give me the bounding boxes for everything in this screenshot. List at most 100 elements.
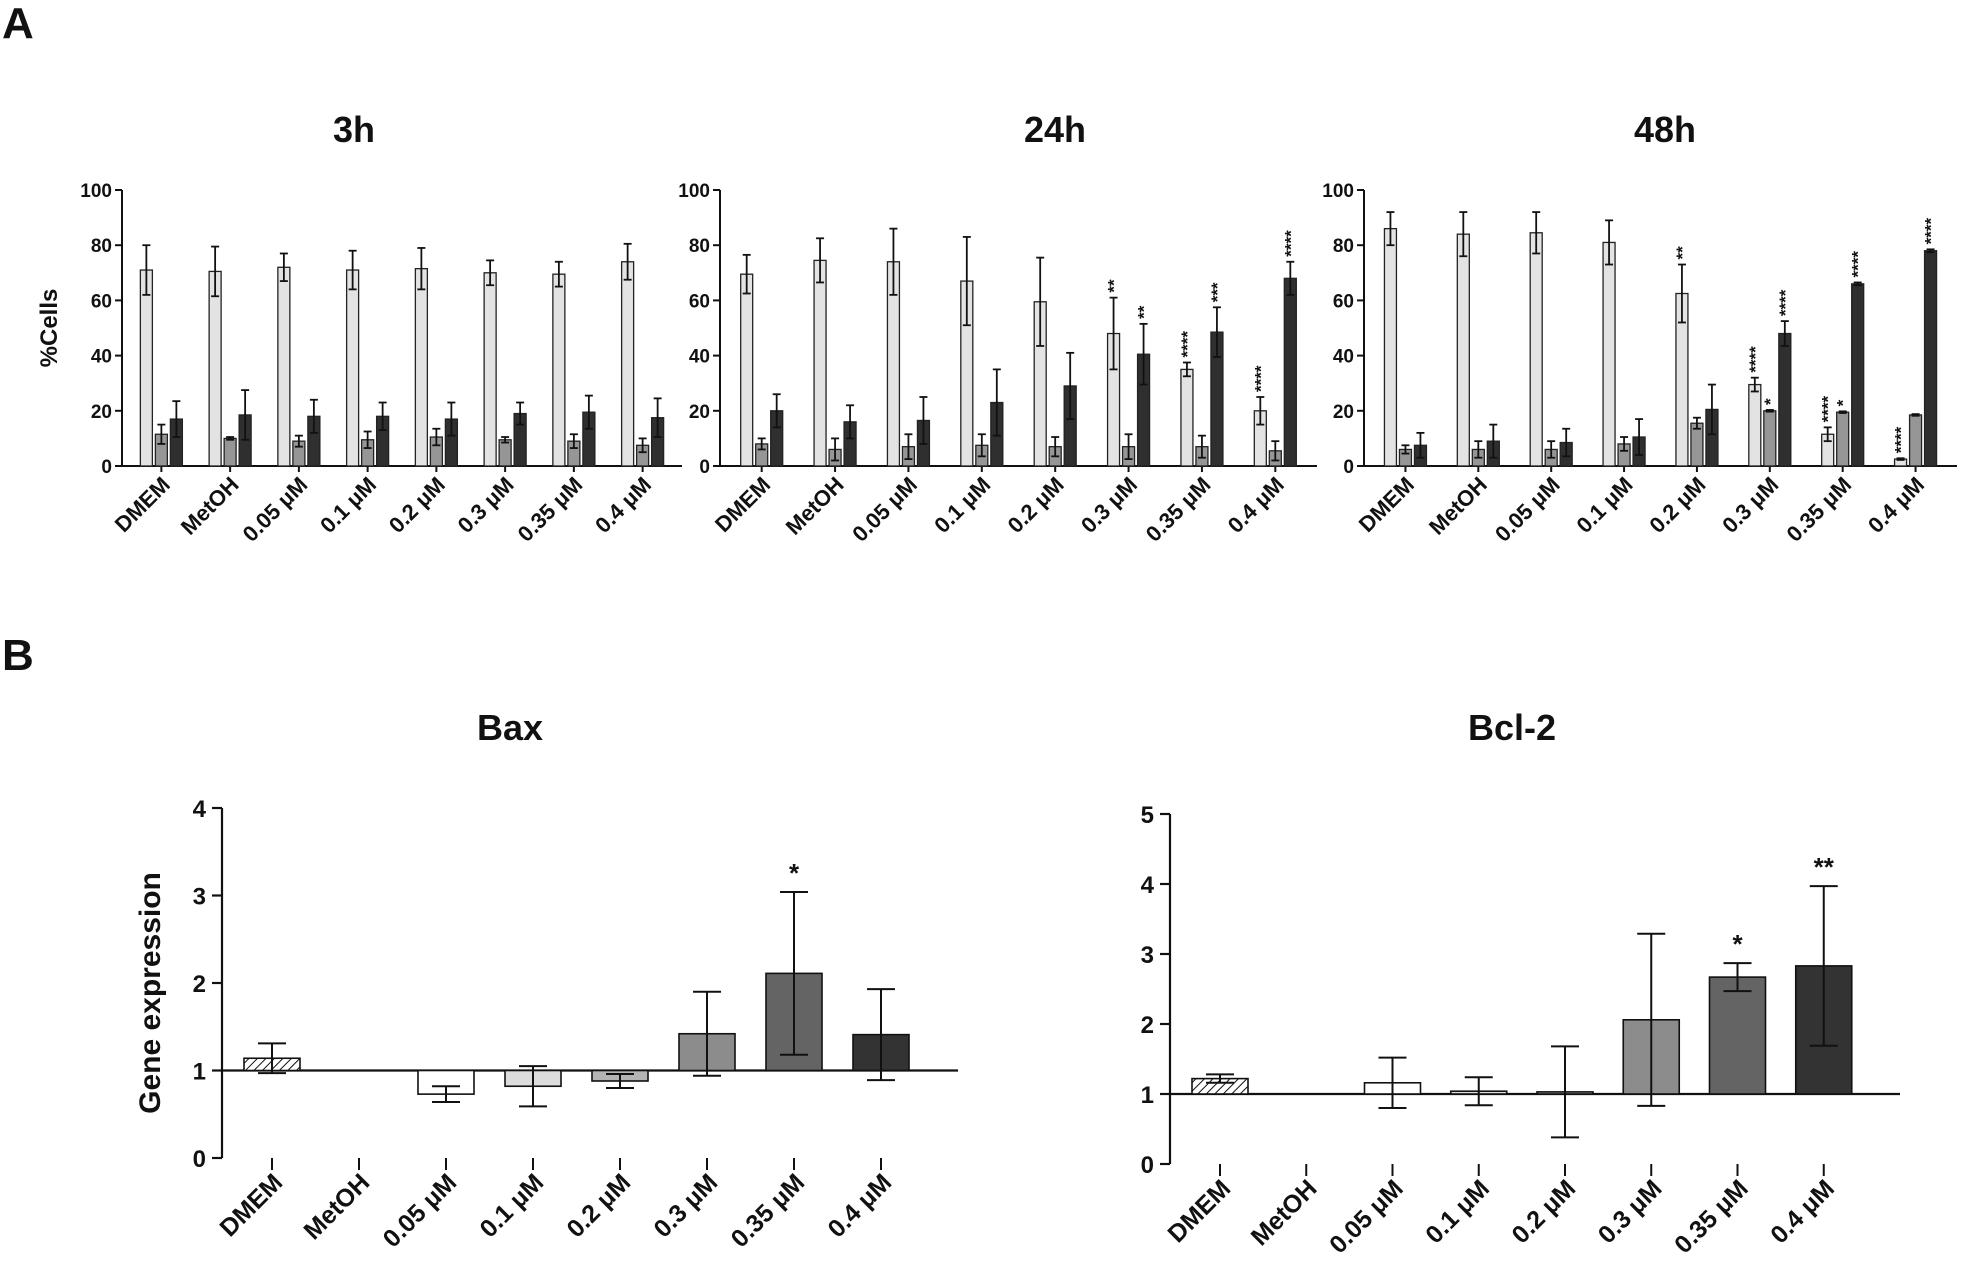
bar: [1529, 232, 1543, 467]
category-label: DMEM: [214, 1168, 288, 1242]
panel-label-b: B: [2, 631, 34, 680]
bar: [414, 268, 429, 467]
category-label: 0.05 μM: [378, 1168, 463, 1253]
significance-mark: ****: [1281, 230, 1300, 257]
bar: [1456, 233, 1470, 467]
category-label: MetOH: [781, 472, 849, 540]
chart-title: 24h: [1024, 109, 1086, 150]
significance-mark: ****: [1922, 217, 1941, 244]
bar: [620, 261, 635, 467]
significance-mark: ****: [1776, 289, 1795, 316]
bar: [483, 272, 497, 467]
bar: [223, 437, 237, 467]
bar: [498, 439, 512, 467]
y-tick-label: 100: [1322, 181, 1354, 202]
category-label: DMEM: [710, 472, 775, 537]
category-label: 0.35 μM: [1781, 472, 1856, 547]
significance-mark: *: [789, 858, 800, 888]
category-label: MetOH: [298, 1168, 375, 1245]
bar: [552, 273, 566, 467]
category-label: 0.3 μM: [1076, 472, 1142, 538]
significance-mark: **: [1673, 246, 1692, 260]
category-label: DMEM: [1354, 472, 1419, 537]
y-tick-label: 60: [1333, 291, 1354, 312]
bar: [1778, 332, 1792, 467]
bar: [740, 273, 754, 467]
category-label: 0.3 μM: [1717, 472, 1783, 538]
category-label: 0.05 μM: [1490, 472, 1565, 547]
bar: [277, 266, 291, 467]
y-tick-label: 0: [1141, 1152, 1154, 1179]
bar: [1763, 410, 1777, 467]
significance-mark: ****: [1849, 251, 1868, 278]
category-label: 0.4 μM: [822, 1168, 897, 1243]
bar: [139, 269, 154, 467]
y-axis-label: Gene expression: [134, 872, 167, 1114]
category-label: 0.35 μM: [513, 472, 588, 547]
category-label: DMEM: [110, 472, 175, 537]
category-label: 0.05 μM: [847, 472, 922, 547]
bar: [1851, 283, 1865, 467]
y-tick-label: 3: [1141, 942, 1154, 969]
bar: [1708, 976, 1767, 1095]
y-tick-label: 1: [1141, 1082, 1154, 1109]
y-tick-label: 2: [193, 971, 206, 998]
category-label: 0.1 μM: [1571, 472, 1637, 538]
category-label: MetOH: [1424, 472, 1492, 540]
y-tick-label: 100: [678, 181, 710, 202]
y-tick-label: 5: [1141, 802, 1154, 829]
significance-mark: ****: [1746, 346, 1765, 373]
y-axis-label: %Cells: [36, 289, 63, 368]
y-tick-label: 20: [91, 402, 112, 423]
category-label: 0.2 μM: [1644, 472, 1710, 538]
significance-mark: ****: [1251, 365, 1270, 392]
bar: [1383, 227, 1398, 467]
significance-mark: *: [1834, 399, 1853, 406]
category-label: 0.1 μM: [315, 472, 381, 538]
category-label: 0.4 μM: [1863, 472, 1929, 538]
bar: [1748, 383, 1762, 467]
category-label: 0.35 μM: [726, 1168, 811, 1253]
significance-mark: **: [1105, 279, 1124, 293]
significance-mark: ***: [1208, 282, 1227, 302]
y-tick-label: 0: [101, 457, 112, 478]
bar: [1602, 241, 1616, 467]
category-label: 0.4 μM: [590, 472, 656, 538]
y-tick-label: 4: [193, 796, 207, 823]
chart-title: 48h: [1634, 109, 1696, 150]
category-label: 0.1 μM: [929, 472, 995, 538]
category-label: 0.3 μM: [1593, 1174, 1668, 1249]
category-label: MetOH: [176, 472, 244, 540]
bar: [208, 270, 222, 467]
bar: [1908, 414, 1923, 467]
category-label: 0.2 μM: [384, 472, 450, 538]
y-tick-label: 20: [1333, 402, 1354, 423]
y-tick-label: 2: [1141, 1012, 1154, 1039]
category-label: 0.2 μM: [1506, 1174, 1581, 1249]
category-label: 0.05 μM: [1324, 1174, 1409, 1259]
significance-mark: ****: [1178, 331, 1197, 358]
significance-mark: ****: [1892, 426, 1911, 453]
category-label: 0.2 μM: [561, 1168, 636, 1243]
category-label: 0.35 μM: [1669, 1174, 1754, 1259]
y-tick-label: 1: [193, 1059, 206, 1086]
y-tick-label: 40: [91, 347, 112, 368]
chart-title: 3h: [333, 109, 375, 150]
bar: [813, 259, 827, 467]
category-label: 0.1 μM: [1420, 1174, 1495, 1249]
significance-mark: *: [1761, 398, 1780, 405]
category-label: 0.4 μM: [1765, 1174, 1840, 1249]
significance-mark: **: [1135, 305, 1154, 319]
y-tick-label: 100: [80, 181, 112, 202]
y-tick-label: 80: [91, 236, 112, 257]
y-tick-label: 20: [689, 402, 710, 423]
panel-label-a: A: [2, 0, 34, 48]
y-tick-label: 0: [699, 457, 710, 478]
category-label: 0.1 μM: [474, 1168, 549, 1243]
